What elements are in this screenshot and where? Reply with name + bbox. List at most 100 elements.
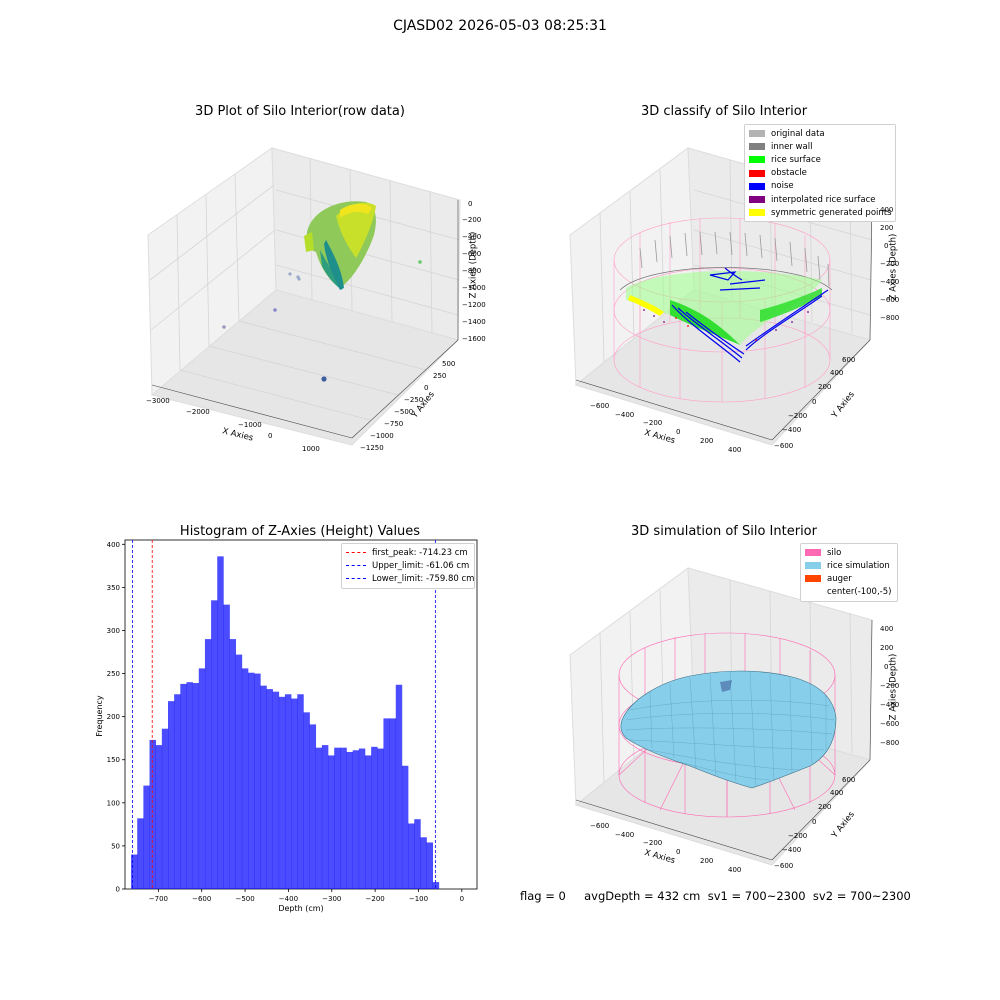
raw-y-tick: 250 <box>433 372 447 380</box>
histogram-y-tick-label: 350 <box>107 584 120 592</box>
simulation-3d-plot <box>569 567 873 866</box>
classify-y-tick: 200 <box>818 383 832 391</box>
histogram-bar <box>334 747 341 889</box>
legend-line <box>346 565 366 567</box>
histogram-bar <box>149 739 156 889</box>
classify-y-tick: 400 <box>830 369 844 377</box>
raw-z-tick: −1600 <box>462 335 486 343</box>
panel-title-histogram: Histogram of Z-Axies (Height) Values <box>179 524 421 539</box>
histogram-bar <box>260 685 267 889</box>
classify-y-tick: 0 <box>812 398 817 406</box>
histogram-bar <box>401 765 409 889</box>
legend-label: rice simulation <box>827 560 890 571</box>
classify-x-tick: −600 <box>590 402 610 410</box>
histogram-bar <box>204 639 212 889</box>
histogram-bar <box>229 639 237 889</box>
histogram-bar <box>248 672 255 889</box>
histogram-bar <box>432 882 440 889</box>
legend-label: interpolated rice surface <box>771 194 876 205</box>
raw-x-tick: 1000 <box>302 445 320 453</box>
histogram-bar <box>297 694 304 889</box>
raw-z-tick: 0 <box>468 200 473 208</box>
legend-swatch <box>805 575 821 583</box>
simulation-y-tick: 600 <box>842 776 856 784</box>
histogram-bar <box>161 728 169 889</box>
legend-item: interpolated rice surface <box>749 193 891 206</box>
histogram-y-label: Frequency <box>95 695 104 737</box>
histogram-bar <box>211 600 218 889</box>
panel-title-raw: 3D Plot of Silo Interior(row data) <box>195 104 405 119</box>
legend-item: first_peak: -714.23 cm <box>346 546 470 559</box>
legend-item: original data <box>749 127 891 140</box>
simulation-x-tick: 400 <box>728 866 742 874</box>
histogram-y-tick-label: 150 <box>107 756 120 764</box>
raw-3d-grid <box>149 157 461 421</box>
simulation-x-tick: −200 <box>643 839 663 847</box>
histogram-bar <box>420 837 427 889</box>
histogram-bar <box>241 668 249 889</box>
simulation-y-tick: 400 <box>830 789 844 797</box>
simulation-z-tick: 400 <box>880 625 894 633</box>
legend-line <box>346 578 366 580</box>
histogram-bar <box>352 750 360 889</box>
histogram-bar <box>395 684 403 889</box>
legend-item: rice surface <box>749 153 891 166</box>
raw-y-tick: −1000 <box>370 432 394 440</box>
histogram-bar <box>174 694 181 889</box>
classify-x-tick: 0 <box>676 428 681 436</box>
histogram-x-tick-label: −200 <box>366 895 385 903</box>
histogram-bar <box>198 668 206 889</box>
raw-z-tick: −600 <box>462 250 482 258</box>
histogram-bar <box>180 683 187 889</box>
legend-label: center(-100,-5) <box>827 587 892 598</box>
histogram-bar <box>328 755 335 889</box>
histogram-y-tick-label: 400 <box>107 541 120 549</box>
status-footer: flag = 0 avgDepth = 432 cm sv1 = 700~230… <box>520 889 911 903</box>
raw-y-tick: −250 <box>404 396 424 404</box>
histogram-bar <box>254 673 261 889</box>
histogram-x-label: Depth (cm) <box>278 904 323 913</box>
histogram-y-tick-label: 0 <box>116 886 120 894</box>
histogram-bar <box>408 823 415 889</box>
histogram-ref-lines <box>132 540 436 889</box>
classify-3d-plot <box>569 147 873 446</box>
histogram-bar <box>168 701 175 889</box>
histogram-y-tick-label: 100 <box>107 799 120 807</box>
classify-legend: original data inner wall rice surface ob… <box>744 124 896 223</box>
raw-y-tick: 0 <box>424 384 429 392</box>
histogram-bar <box>426 842 433 889</box>
simulation-z-tick: −200 <box>880 682 900 690</box>
legend-item: silo <box>805 546 893 559</box>
legend-item: rice simulation <box>805 559 893 572</box>
legend-item: auger <box>805 572 893 585</box>
raw-3d-plot <box>147 147 461 446</box>
classify-z-tick: −800 <box>880 314 900 322</box>
legend-swatch <box>805 589 821 596</box>
histogram-bar <box>155 745 163 889</box>
simulation-x-tick: 200 <box>700 857 714 865</box>
histogram-bar <box>131 854 138 889</box>
classify-x-tick: −400 <box>615 411 635 419</box>
raw-z-tick: −1200 <box>462 301 486 309</box>
legend-item: center(-100,-5) <box>805 586 893 599</box>
classify-y-tick: −600 <box>774 442 794 450</box>
raw-3d-axes <box>151 200 459 439</box>
histogram-bar <box>346 751 353 889</box>
legend-item: noise <box>749 180 891 193</box>
histogram-y-tick-label: 250 <box>107 670 120 678</box>
simulation-x-tick: −400 <box>615 831 635 839</box>
raw-outlier-points <box>222 260 422 382</box>
histogram-bars <box>131 556 440 889</box>
raw-y-tick: 500 <box>442 360 456 368</box>
histogram-bar <box>284 694 292 889</box>
simulation-z-tick: 0 <box>884 663 889 671</box>
classify-rice-surface <box>626 270 822 345</box>
classify-z-tick: −600 <box>880 296 900 304</box>
histogram-x-tick-label: −400 <box>279 895 298 903</box>
simulation-z-tick: −800 <box>880 739 900 747</box>
simulation-rice-surface <box>620 670 837 789</box>
raw-x-tick: 0 <box>268 432 273 440</box>
simulation-y-tick: −200 <box>788 832 808 840</box>
legend-line <box>346 552 366 554</box>
histogram-bar <box>315 747 323 889</box>
